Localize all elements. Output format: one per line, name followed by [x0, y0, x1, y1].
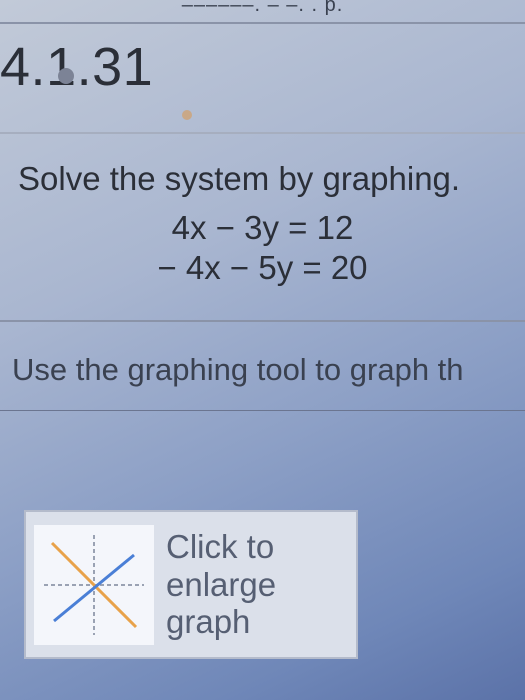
graph-thumbnail-svg	[34, 525, 154, 645]
rule-top	[0, 22, 525, 24]
enlarge-graph-label-line2: enlarge	[166, 566, 356, 604]
enlarge-graph-button[interactable]: Click to enlarge graph	[24, 510, 358, 659]
dot-grey	[58, 68, 74, 84]
graph-thumbnail	[34, 525, 154, 645]
enlarge-graph-label-line1: Click to	[166, 528, 356, 566]
question-number: 4.1.31	[0, 36, 153, 98]
rule-2	[0, 132, 525, 134]
rule-3	[0, 320, 525, 322]
header-fragment: ––––––. – –. . p.	[0, 0, 525, 16]
prompt-text: Solve the system by graphing.	[18, 160, 525, 198]
rule-4	[0, 410, 525, 411]
dot-tan	[182, 110, 192, 120]
screen-root: ––––––. – –. . p. 4.1.31 Solve the syste…	[0, 0, 525, 700]
equations-block: 4x − 3y = 12 − 4x − 5y = 20	[0, 208, 525, 289]
equation-2: − 4x − 5y = 20	[0, 248, 525, 288]
enlarge-graph-label: Click to enlarge graph	[154, 528, 356, 642]
equation-1: 4x − 3y = 12	[0, 208, 525, 248]
instruction-text: Use the graphing tool to graph th	[12, 352, 525, 388]
enlarge-graph-label-line3: graph	[166, 603, 356, 641]
